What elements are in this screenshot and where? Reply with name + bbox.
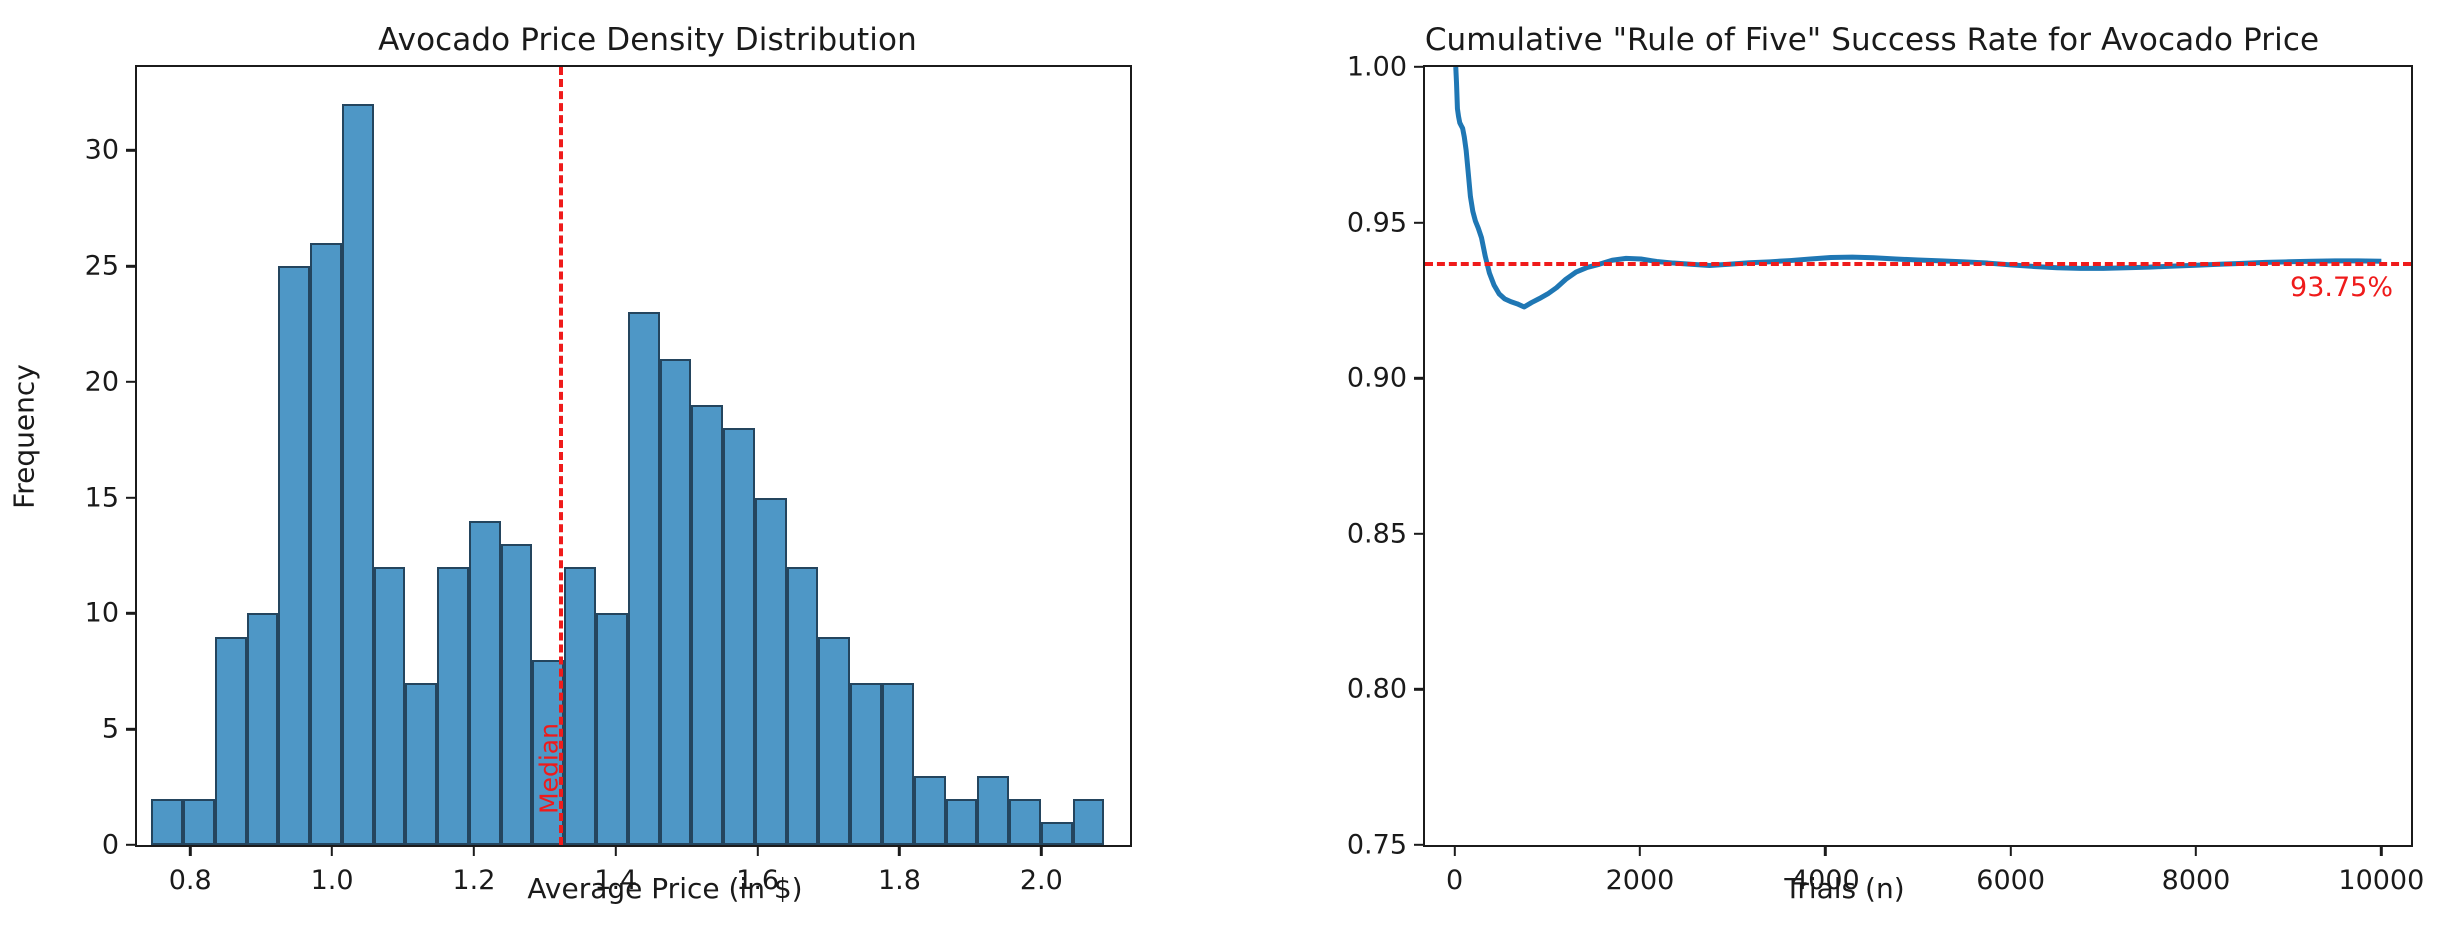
histogram-y-tick-mark [126,496,137,499]
histogram-x-tick-label: 0.8 [168,865,212,896]
histogram-y-tick-label: 10 [84,597,119,629]
histogram-bar [1009,798,1041,845]
rule-of-five-line [1425,261,2411,266]
histogram-bar [850,682,883,845]
histogram-bar [532,659,565,845]
convergence-y-tick-mark [1414,65,1425,69]
convergence-y-tick-mark [1414,376,1425,380]
convergence-y-tick-mark [1414,843,1425,847]
convergence-x-tick-label: 2000 [1605,865,1675,896]
median-line-label: Median [534,722,564,814]
convergence-x-axis-label: Trials (n) [1784,872,1905,905]
histogram-y-tick-label: 5 [101,713,119,745]
histogram-bar [754,497,787,845]
histogram-bar [182,798,215,845]
convergence-x-tick-mark [1824,845,1827,856]
histogram-bars [137,67,1130,845]
histogram-y-tick-label: 25 [84,250,119,282]
histogram-x-tick-label: 1.4 [594,865,638,896]
histogram-bar [246,613,279,845]
histogram-bar [151,798,183,845]
convergence-y-tick-label: 0.85 [1346,518,1407,550]
histogram-plot-area: Median 0 5 10 15 20 25 30 0.8 1.0 1.2 1.4 1.6 1.8 2.… [85,65,1132,896]
histogram-bar [373,567,406,845]
histogram-x-tick-mark [614,845,617,856]
convergence-y-tick-mark [1414,532,1425,535]
convergence-x-tick-mark [1638,845,1642,856]
histogram-y-axis-label: Frequency [7,364,41,509]
convergence-panel: Cumulative "Rule of Five" Success Rate f… [1230,0,2459,950]
histogram-bar [564,567,597,845]
histogram-bar [882,682,914,845]
histogram-y-tick-mark [126,149,137,152]
histogram-bar [341,104,374,845]
convergence-x-tick-label: 4000 [1790,865,1860,896]
histogram-x-tick-label: 1.8 [877,865,921,896]
histogram-bar [1040,821,1073,845]
histogram-bar [659,358,692,845]
histogram-x-tick-label: 2.0 [1019,865,1063,896]
convergence-y-tick-label: 0.80 [1346,673,1407,705]
histogram-x-tick-mark [1040,845,1043,856]
convergence-x-tick-label: 0 [1446,865,1464,896]
convergence-x-tick-mark [2194,845,2198,856]
histogram-x-tick-mark [756,845,759,856]
histogram-bar [977,775,1010,845]
convergence-y-tick-label: 0.75 [1346,829,1407,861]
histogram-bar [278,266,311,845]
histogram-bar [913,775,946,845]
histogram-bar [1072,798,1105,845]
histogram-y-tick-mark [126,843,137,847]
histogram-x-axis-label: Average Price (in $) [527,872,803,905]
histogram-y-tick-mark [126,264,137,268]
histogram-bar [500,544,533,845]
histogram-bar [723,428,755,845]
histogram-x-tick-label: 1.2 [452,865,496,896]
histogram-bar [786,567,819,845]
median-line [559,67,564,845]
convergence-y-tick-label: 0.90 [1346,362,1407,394]
convergence-title: Cumulative "Rule of Five" Success Rate f… [1424,22,2320,58]
histogram-x-tick-label: 1.6 [736,865,780,896]
convergence-plot-area: 93.75% 0.75 0.80 0.85 0.90 0.95 1.00 0 2000 400… [1347,52,2424,897]
histogram-y-tick-mark [126,612,137,615]
histogram-y-tick-label: 15 [84,482,119,514]
histogram-panel: Avocado Price Density Distribution Frequ… [7,22,1132,905]
histogram-y-tick-label: 0 [101,829,119,861]
histogram-bar [691,405,724,845]
histogram-x-tick-mark [898,845,901,856]
rule-of-five-rate-label: 93.75% [2290,271,2393,303]
convergence-y-tick-mark [1414,221,1425,224]
convergence-y-tick-label: 0.95 [1346,207,1407,239]
convergence-line-series [1425,67,2411,845]
histogram-bar [596,613,628,845]
convergence-x-tick-label: 6000 [1976,865,2046,896]
convergence-x-tick-label: 8000 [2161,865,2231,896]
histogram-bar [627,312,660,845]
convergence-line [1455,67,2382,307]
histogram-x-tick-mark [330,845,334,856]
histogram-bar [945,798,978,845]
histogram-x-tick-mark [188,845,192,856]
histogram-y-tick-label: 20 [84,366,119,398]
histogram-y-tick-mark [126,380,137,384]
histogram-bar [310,242,342,845]
convergence-x-tick-mark [2009,845,2012,856]
convergence-y-tick-mark [1414,688,1425,691]
histogram-bar [405,682,438,845]
convergence-x-tick-label: 10000 [2338,865,2425,896]
convergence-x-tick-mark [1453,845,1456,856]
histogram-y-tick-label: 30 [84,134,119,166]
histogram-bar [818,636,851,845]
histogram-x-tick-label: 1.0 [310,865,354,896]
histogram-title: Avocado Price Density Distribution [378,22,917,58]
histogram-x-tick-mark [472,845,476,856]
convergence-x-tick-mark [2380,845,2383,856]
histogram-y-tick-mark [126,728,137,731]
convergence-y-tick-label: 1.00 [1346,51,1407,83]
histogram-bar [468,520,501,845]
histogram-bar [214,636,247,845]
histogram-bar [437,567,469,845]
